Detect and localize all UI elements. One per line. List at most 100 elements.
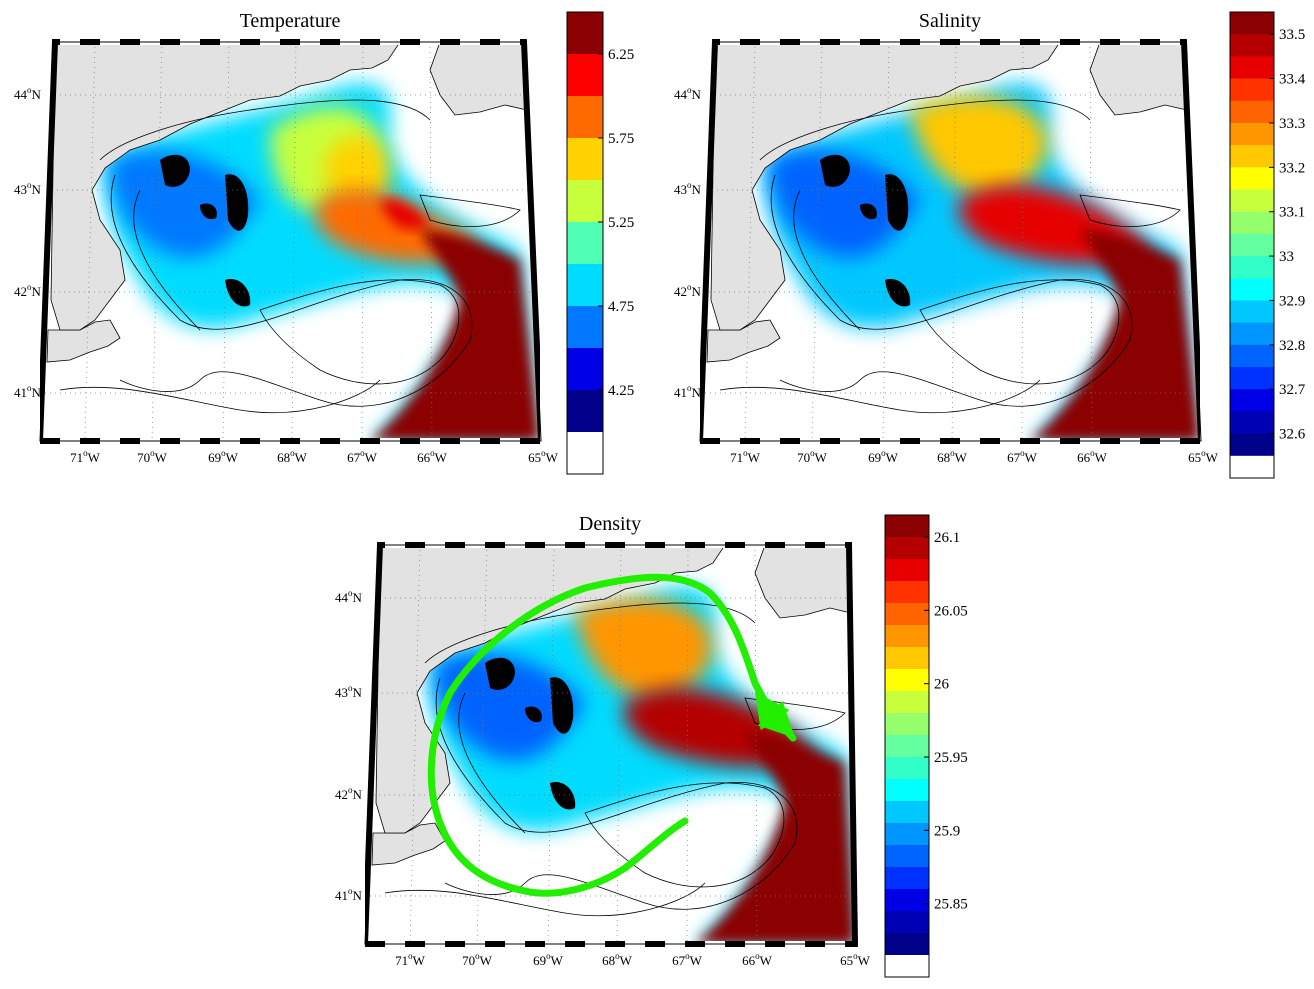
bad-data-patch <box>200 203 217 220</box>
latitude-label: 43oN <box>335 683 363 700</box>
colorbar-label: 26.05 <box>934 603 968 619</box>
colorbar-swatch <box>1230 389 1274 412</box>
colorbar-swatch <box>567 138 603 181</box>
longitude-label: 71oW <box>730 448 761 465</box>
colorbar-swatch <box>885 603 929 626</box>
colorbar-swatch <box>1230 455 1274 479</box>
colorbar-swatch <box>885 537 929 560</box>
longitude-label: 71oW <box>70 448 101 465</box>
panel-title: Density <box>579 513 641 535</box>
field-region <box>910 96 1048 195</box>
colorbar-label: 32.8 <box>1279 338 1305 354</box>
colorbar-swatch <box>1230 34 1274 57</box>
colorbar-swatch <box>885 691 929 714</box>
bathymetry-contours <box>59 99 521 413</box>
longitude-label: 70oW <box>137 448 168 465</box>
outflow-arrow <box>754 691 797 742</box>
land-capecod <box>706 319 781 363</box>
colorbar-swatch <box>1230 300 1274 324</box>
bad-data-patch <box>550 782 576 810</box>
longitude-labels: 71oW 70oW 69oW 68oW 67oW 66oW 65oW <box>70 448 559 465</box>
colorbar-swatch <box>1230 411 1274 435</box>
colorbar-swatch <box>567 348 603 391</box>
colorbar-swatch <box>885 669 929 692</box>
longitude-label: 70oW <box>462 951 493 968</box>
longitude-label: 65oW <box>528 448 559 465</box>
colorbar-label: 25.9 <box>934 823 960 839</box>
colorbar-swatch <box>885 889 929 912</box>
bad-data-patch <box>885 174 909 231</box>
colorbar-swatch <box>1230 322 1274 346</box>
latitude-label: 43oN <box>674 180 702 197</box>
colorbar-label: 25.95 <box>934 750 968 766</box>
bad-data-patch <box>225 174 249 231</box>
colorbar-swatch <box>567 96 603 139</box>
bad-data-patch <box>225 279 251 307</box>
panel-title: Salinity <box>919 10 981 32</box>
colorbar-label: 26.1 <box>934 530 960 546</box>
latitude-label: 41oN <box>14 383 42 400</box>
bad-data-patch <box>525 706 542 723</box>
bad-data-patch <box>820 154 850 187</box>
latitude-label: 44oN <box>674 85 702 102</box>
panel-title: Temperature <box>240 10 341 32</box>
colorbar-swatch <box>885 867 929 890</box>
colorbar-label: 5.75 <box>608 131 634 147</box>
latitude-label: 44oN <box>335 588 363 605</box>
colorbar-swatch <box>567 12 603 55</box>
colorbar-swatch <box>885 955 929 978</box>
bad-data-patch <box>160 154 190 187</box>
land-capecod <box>46 319 121 363</box>
longitude-label: 67oW <box>672 951 703 968</box>
longitude-label: 68oW <box>277 448 308 465</box>
colorbar-swatch <box>1230 211 1274 235</box>
circulation-arrows <box>427 573 797 897</box>
latitude-labels: 44oN 43oN 42oN 41oN <box>674 85 702 400</box>
colorbar-label: 4.25 <box>608 383 634 399</box>
colorbar-swatch <box>885 933 929 956</box>
colorbar-label: 33.5 <box>1279 27 1305 43</box>
temperature-panel: Temperature <box>14 10 634 475</box>
longitude-label: 69oW <box>868 448 899 465</box>
colorbar-swatch <box>1230 233 1274 257</box>
land-capecod <box>371 822 446 866</box>
latitude-labels: 44oN 43oN 42oN 41oN <box>14 85 42 400</box>
latitude-label: 41oN <box>335 886 363 903</box>
latitude-label: 42oN <box>14 282 42 299</box>
colorbar-swatch <box>1230 167 1274 191</box>
colorbar: 26.1 26.05 26 25.95 25.9 25.85 <box>884 514 968 978</box>
longitude-label: 66oW <box>742 951 773 968</box>
colorbar-swatch <box>1230 189 1274 213</box>
field-region <box>575 599 713 698</box>
colorbar-swatch <box>567 54 603 97</box>
colorbar-label: 25.85 <box>934 897 968 913</box>
data-field <box>429 586 855 944</box>
bad-data-patch <box>485 657 515 690</box>
bathymetry-contours <box>719 99 1181 413</box>
colorbar-swatch <box>885 581 929 604</box>
map-area <box>36 39 545 444</box>
colorbar-swatch <box>1230 344 1274 368</box>
field-region <box>435 653 585 761</box>
bad-data-patch <box>550 677 574 734</box>
longitude-label: 70oW <box>797 448 828 465</box>
colorbar-swatch <box>885 911 929 934</box>
colorbar-label: 32.6 <box>1279 427 1306 443</box>
land-maine <box>50 41 401 331</box>
colorbar-swatch <box>1230 256 1274 279</box>
field-region <box>770 150 920 258</box>
colorbar-swatch <box>1230 433 1274 457</box>
graticule <box>705 41 1199 442</box>
latitude-label: 41oN <box>674 383 702 400</box>
longitude-label: 67oW <box>1007 448 1038 465</box>
colorbar-swatch <box>885 559 929 582</box>
graticule <box>45 41 539 442</box>
field-region <box>110 150 260 258</box>
colorbar-label: 33 <box>1279 249 1294 265</box>
latitude-label: 44oN <box>14 85 42 102</box>
longitude-label: 69oW <box>208 448 239 465</box>
bad-data-patch <box>885 279 911 307</box>
longitude-labels: 71oW 70oW 69oW 68oW 67oW 66oW 65oW <box>730 448 1219 465</box>
field-region <box>323 135 391 202</box>
gyre-arrow <box>427 573 795 897</box>
